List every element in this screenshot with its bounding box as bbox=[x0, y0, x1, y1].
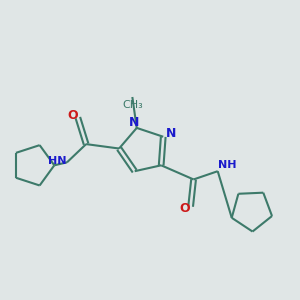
Text: O: O bbox=[67, 109, 78, 122]
Text: NH: NH bbox=[218, 160, 237, 170]
Text: N: N bbox=[129, 116, 139, 129]
Text: CH₃: CH₃ bbox=[122, 100, 143, 110]
Text: HN: HN bbox=[49, 157, 67, 166]
Text: N: N bbox=[166, 127, 177, 140]
Text: O: O bbox=[179, 202, 190, 214]
